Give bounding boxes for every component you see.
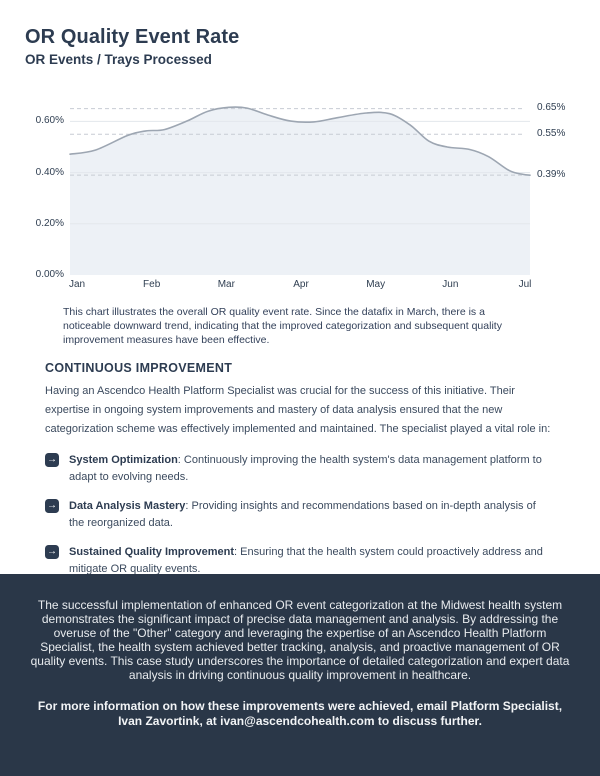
list-item: → System Optimization: Continuously impr… (45, 452, 560, 486)
chart-canvas (69, 106, 531, 275)
arrow-right-icon: → (45, 453, 59, 467)
page-subtitle: OR Events / Trays Processed (25, 52, 212, 67)
x-axis-tick-label: Mar (217, 279, 235, 290)
footer-banner: The successful implementation of enhance… (0, 574, 600, 776)
bullet-label: Sustained Quality Improvement (69, 546, 235, 558)
x-axis-tick-label: May (366, 279, 386, 290)
y-axis-tick-label: 0.60% (35, 115, 64, 127)
page-title: OR Quality Event Rate (25, 26, 240, 48)
section-heading: CONTINUOUS IMPROVEMENT (45, 361, 233, 375)
x-axis-tick-label: Apr (293, 279, 309, 290)
bullet-list: → System Optimization: Continuously impr… (45, 452, 560, 578)
annotation-label: 0.55% (537, 127, 566, 139)
y-axis-tick-label: 0.40% (35, 166, 64, 178)
list-item: → Sustained Quality Improvement: Ensurin… (45, 544, 560, 578)
footer-summary: The successful implementation of enhance… (30, 598, 570, 682)
bullet-body: : Continuously improving the health syst… (69, 454, 542, 483)
bullet-body: : Providing insights and recommendations… (69, 500, 536, 529)
continuous-improvement-section: CONTINUOUS IMPROVEMENT Having an Ascendc… (45, 361, 560, 590)
series-line (69, 106, 531, 176)
header: OR Quality Event Rate OR Events / Trays … (25, 26, 239, 67)
or-quality-chart: 0.00% 0.20% 0.40% 0.60% 0.65% 0.55% 0.39% Jan Fe… (0, 90, 600, 305)
x-axis-tick-label: Jun (442, 279, 459, 290)
x-axis-tick-label: Jan (68, 279, 86, 290)
arrow-right-icon: → (45, 545, 59, 559)
bullet-text: System Optimization: Continuously improv… (69, 452, 547, 486)
y-axis-tick-label: 0.00% (35, 269, 64, 280)
area-fill (70, 106, 530, 275)
bullet-label: Data Analysis Mastery (69, 500, 186, 512)
bullet-body: : Ensuring that the health system could … (69, 546, 543, 575)
annotation-label: 0.65% (537, 102, 566, 114)
bullet-text: Data Analysis Mastery: Providing insight… (69, 498, 547, 532)
x-axis-tick-label: Jul (518, 279, 532, 290)
bullet-text: Sustained Quality Improvement: Ensuring … (69, 544, 547, 578)
arrow-right-icon: → (45, 499, 59, 513)
x-axis-tick-label: Feb (143, 279, 161, 290)
bullet-label: System Optimization (69, 454, 178, 466)
list-item: → Data Analysis Mastery: Providing insig… (45, 498, 560, 532)
footer-contact: For more information on how these improv… (37, 699, 563, 728)
y-axis-tick-label: 0.20% (35, 217, 64, 229)
annotation-label: 0.39% (537, 168, 566, 180)
section-intro: Having an Ascendco Health Platform Speci… (45, 385, 551, 435)
chart-caption: This chart illustrates the overall OR qu… (63, 306, 502, 346)
